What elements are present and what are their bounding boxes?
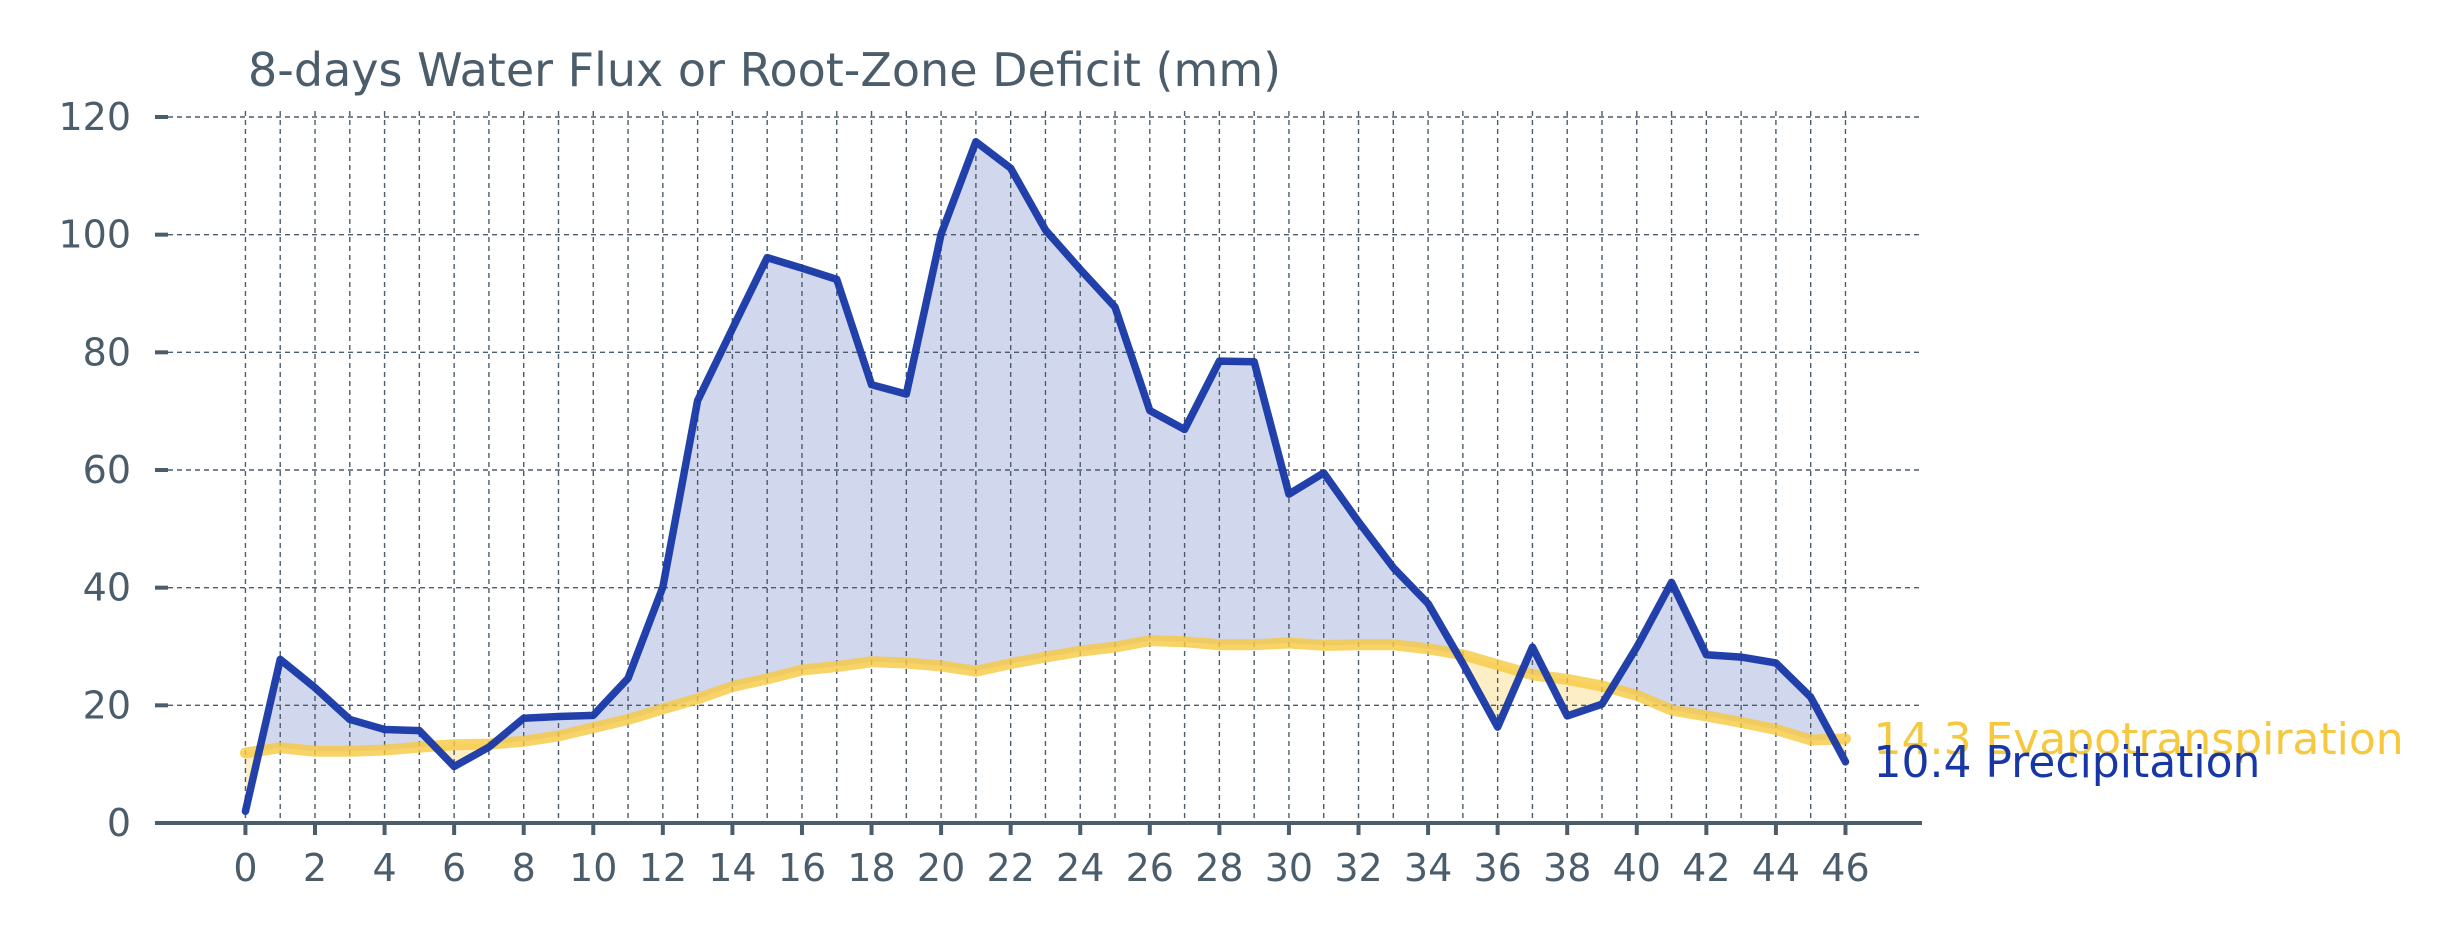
fill-segment (662, 400, 698, 709)
y-tick-label: 60 (83, 448, 131, 492)
x-tick-label: 18 (847, 846, 895, 890)
fill-segment (1219, 361, 1255, 645)
fill-segment (1358, 521, 1394, 645)
fill-segment (1288, 472, 1324, 646)
fill-segment (1045, 229, 1081, 658)
y-tick-label: 0 (107, 801, 131, 845)
end-label-evapotranspiration: 14.3 Evapotranspiration (1873, 714, 2403, 765)
chart-title: 8-days Water Flux or Root-Zone Deficit (… (248, 43, 1281, 97)
fill-layer (245, 141, 1846, 812)
fill-segment (801, 268, 837, 671)
x-tick-label: 8 (512, 846, 536, 890)
fill-segment (697, 328, 733, 699)
x-tick-label: 32 (1334, 846, 1382, 890)
x-tick-label: 36 (1473, 846, 1521, 890)
x-tick-label: 0 (233, 846, 257, 890)
fill-segment (1323, 472, 1359, 646)
x-tick-label: 28 (1195, 846, 1243, 890)
fill-segment (975, 141, 1011, 672)
y-tick-label: 80 (83, 330, 131, 374)
fill-segment (1671, 582, 1707, 716)
x-tick-label: 40 (1613, 846, 1661, 890)
fill-segment (315, 687, 350, 752)
fill-segment (906, 234, 942, 666)
fill-segment (871, 384, 907, 663)
end-label-precipitation: 10.4 Precipitation (1873, 737, 2260, 788)
x-tick-label: 10 (569, 846, 617, 890)
x-tick-label: 34 (1404, 846, 1452, 890)
x-tick-label: 24 (1056, 846, 1104, 890)
y-tick-label: 40 (83, 566, 131, 610)
x-tick-label: 44 (1752, 846, 1800, 890)
fill-segment (1741, 657, 1776, 730)
fill-segment (1149, 410, 1185, 642)
x-tick-label: 22 (986, 846, 1034, 890)
y-tick-label: 120 (58, 95, 131, 139)
x-tick-label: 46 (1821, 846, 1869, 890)
series-layer (239, 137, 1851, 815)
axes-layer: 0 2 4 6 8 10 12 14 16 18 20 22 24 26 28 30 32 34 36 38 40 42 4… (58, 95, 1922, 890)
x-tick-label: 4 (372, 846, 396, 890)
fill-segment (1010, 168, 1046, 664)
series-line-precipitation (241, 137, 1850, 815)
x-tick-label: 12 (639, 846, 687, 890)
x-tick-label: 38 (1543, 846, 1591, 890)
x-tick-label: 20 (917, 846, 965, 890)
fill-segment (1184, 361, 1220, 645)
fill-segment (941, 141, 976, 672)
x-tick-label: 26 (1126, 846, 1174, 890)
y-tick-label: 20 (83, 683, 131, 727)
fill-segment (767, 257, 802, 679)
fill-segment (1636, 582, 1672, 711)
fill-segment (1393, 567, 1429, 649)
x-tick-label: 16 (778, 846, 826, 890)
x-tick-label: 30 (1265, 846, 1313, 890)
fill-segment (1775, 662, 1811, 741)
fill-segment (1080, 269, 1116, 652)
x-tick-label: 14 (708, 846, 756, 890)
series-line-evapotranspiration (239, 635, 1851, 759)
fill-segment (1706, 654, 1742, 723)
x-tick-label: 6 (442, 846, 466, 890)
grid-layer (159, 111, 1922, 823)
fill-segment (836, 279, 872, 667)
fill-segment (732, 257, 768, 687)
x-tick-label: 2 (303, 846, 327, 890)
x-tick-label: 42 (1682, 846, 1730, 890)
fill-segment (1254, 361, 1289, 645)
y-tick-label: 100 (58, 213, 131, 257)
